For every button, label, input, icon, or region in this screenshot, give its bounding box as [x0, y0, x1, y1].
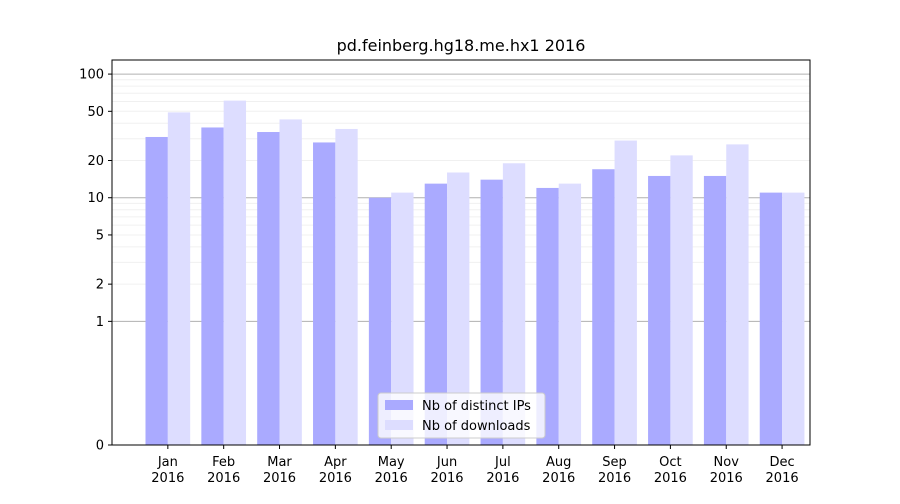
x-tick-label-month: Nov: [714, 455, 740, 470]
y-tick-label: 50: [87, 105, 104, 120]
x-tick-label-year: 2016: [319, 471, 352, 486]
x-tick-label-year: 2016: [710, 471, 743, 486]
bar-downloads-nov: [726, 144, 749, 445]
bar-distinct-ips-jun: [424, 183, 448, 445]
bar-distinct-ips-oct: [648, 175, 671, 445]
legend-label: Nb of distinct IPs: [422, 399, 531, 414]
bar-distinct-ips-mar: [257, 132, 280, 446]
bar-downloads-may: [391, 192, 414, 445]
x-tick-label-year: 2016: [151, 471, 184, 486]
bar-distinct-ips-apr: [313, 142, 336, 445]
bar-downloads-mar: [279, 119, 302, 445]
bar-distinct-ips-dec: [759, 192, 783, 445]
x-tick-label-month: Feb: [212, 455, 235, 470]
y-tick-label: 5: [96, 228, 104, 243]
bar-distinct-ips-sep: [592, 169, 615, 445]
bar-distinct-ips-may: [368, 197, 392, 445]
y-tick-label: 0: [96, 439, 104, 454]
bar-downloads-oct: [670, 155, 693, 445]
x-tick-label-month: Aug: [546, 455, 571, 470]
x-tick-label-month: Jul: [494, 455, 511, 470]
axis-layer: Jan2016Feb2016Mar2016Apr2016May2016Jun20…: [79, 59, 811, 486]
x-tick-label-year: 2016: [263, 471, 296, 486]
legend-swatch: [385, 420, 413, 430]
x-tick-label-month: Jan: [157, 455, 178, 470]
y-tick-label: 100: [79, 68, 104, 83]
bar-downloads-jan: [167, 112, 191, 446]
x-tick-label-year: 2016: [430, 471, 463, 486]
x-tick-label-year: 2016: [654, 471, 687, 486]
x-tick-label-year: 2016: [486, 471, 519, 486]
x-tick-label-year: 2016: [207, 471, 240, 486]
x-tick-label-month: Jun: [436, 455, 457, 470]
chart-title: pd.feinberg.hg18.me.hx1 2016: [336, 36, 586, 55]
x-tick-label-month: Apr: [324, 455, 347, 470]
bar-downloads-dec: [782, 192, 805, 445]
legend-box: [377, 392, 546, 439]
plot-frame: [111, 59, 811, 446]
bar-downloads-jun: [447, 172, 470, 446]
y-tick-label: 10: [87, 191, 104, 206]
x-tick-label-year: 2016: [375, 471, 408, 486]
bar-downloads-aug: [558, 183, 582, 445]
bar-distinct-ips-feb: [201, 127, 224, 446]
x-tick-label-month: Sep: [602, 455, 627, 470]
bar-downloads-apr: [335, 128, 358, 445]
bar-downloads-sep: [614, 140, 637, 445]
bar-downloads-feb: [223, 100, 247, 445]
legend: Nb of distinct IPs Nb of downloads: [377, 392, 546, 439]
y-tick-label: 20: [87, 154, 104, 169]
bar-distinct-ips-aug: [536, 187, 559, 445]
legend-label: Nb of downloads: [422, 419, 531, 434]
legend-swatch: [385, 400, 413, 410]
x-tick-label-month: Oct: [659, 455, 681, 470]
x-tick-label-year: 2016: [598, 471, 631, 486]
x-tick-label-month: May: [378, 455, 405, 470]
x-tick-label-year: 2016: [766, 471, 799, 486]
x-tick-label-year: 2016: [542, 471, 575, 486]
x-tick-label-month: Mar: [267, 455, 292, 470]
bar-distinct-ips-jul: [480, 179, 503, 446]
bar-distinct-ips-jan: [145, 136, 168, 445]
bars-layer: [145, 100, 805, 446]
x-tick-label-month: Dec: [770, 455, 795, 470]
y-tick-label: 2: [96, 278, 104, 293]
y-tick-label: 1: [96, 315, 104, 330]
bar-downloads-jul: [502, 163, 526, 445]
bar-distinct-ips-nov: [703, 175, 727, 445]
